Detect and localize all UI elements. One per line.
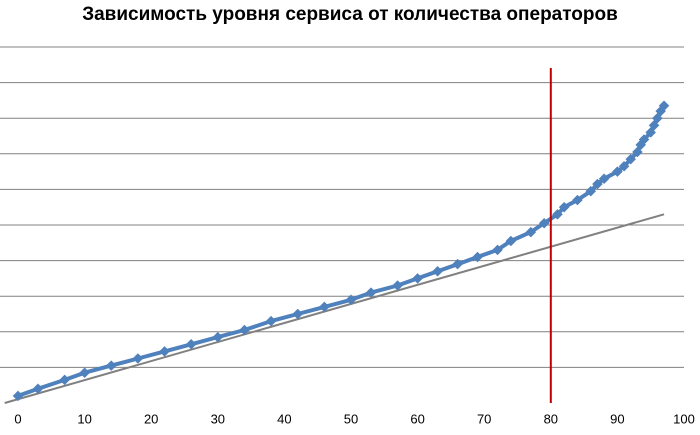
data-point	[525, 226, 537, 238]
x-tick-label: 90	[610, 412, 624, 427]
data-point	[412, 273, 423, 284]
x-tick-label: 100	[673, 412, 695, 427]
data-point	[592, 178, 603, 190]
trendline	[4, 213, 665, 404]
data-point	[432, 265, 443, 277]
data-point	[472, 251, 483, 263]
x-tick-label: 50	[344, 412, 358, 427]
data-point	[658, 100, 670, 112]
x-tick-label: 0	[14, 412, 21, 427]
series-line	[17, 104, 666, 398]
data-point	[585, 185, 597, 197]
data-point	[319, 301, 330, 313]
data-point	[12, 390, 24, 402]
data-point	[239, 324, 250, 336]
data-point	[618, 160, 630, 172]
x-tick-label: 30	[211, 412, 225, 427]
data-point	[185, 338, 197, 350]
data-point	[538, 217, 550, 229]
data-point	[652, 112, 663, 124]
gridlines	[0, 46, 684, 368]
x-axis-ticks: 0 10 20 30 40 50 60 70 80 90 100	[14, 412, 694, 427]
data-point	[59, 374, 70, 386]
data-point	[572, 194, 583, 206]
data-point	[292, 308, 304, 320]
data-point	[132, 353, 144, 364]
series-group	[12, 100, 670, 402]
data-point	[392, 280, 403, 291]
x-tick-label: 70	[477, 412, 491, 427]
data-point	[79, 367, 90, 379]
data-point	[105, 360, 117, 371]
x-tick-label: 80	[544, 412, 558, 427]
chart-title: Зависимость уровня сервиса от количества…	[82, 4, 618, 25]
data-point	[648, 119, 660, 131]
data-point	[212, 331, 224, 343]
data-point	[265, 315, 277, 327]
data-point	[558, 201, 570, 213]
x-tick-label: 60	[410, 412, 424, 427]
trendline-group	[4, 213, 665, 404]
data-point	[625, 153, 637, 165]
data-point	[612, 166, 623, 177]
data-point	[632, 146, 643, 158]
data-point	[645, 127, 657, 138]
data-point	[492, 244, 503, 256]
data-point	[159, 346, 170, 357]
data-point	[505, 235, 517, 247]
x-tick-label: 20	[144, 412, 158, 427]
data-point	[638, 134, 650, 145]
data-point	[598, 173, 610, 185]
x-tick-label: 10	[77, 412, 91, 427]
data-point	[452, 258, 463, 270]
x-tick-label: 40	[277, 412, 291, 427]
data-point	[345, 294, 357, 306]
data-point	[552, 208, 563, 220]
data-point	[32, 383, 44, 395]
data-point	[365, 287, 377, 298]
